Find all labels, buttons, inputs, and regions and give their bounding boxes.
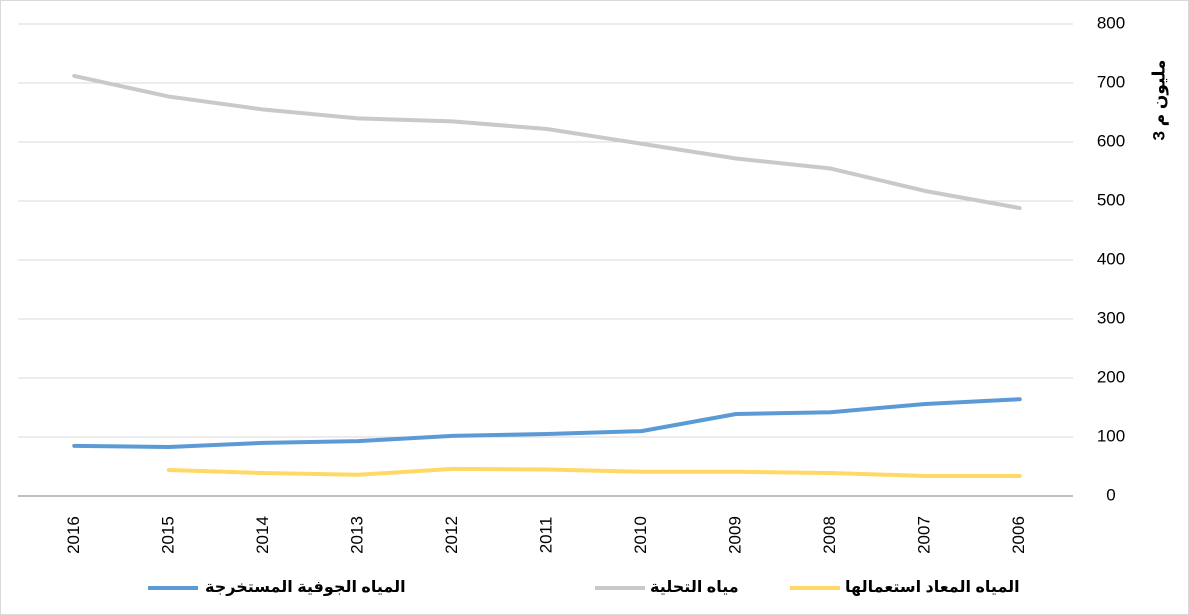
series-line	[72, 73, 1022, 211]
x-tick-label: 2006	[1009, 516, 1028, 554]
y-tick-label: 600	[1097, 131, 1125, 150]
x-tick-label: 2009	[726, 516, 745, 554]
legend-label: المياه الجوفية المستخرجة	[205, 579, 406, 596]
y-tick-label: 100	[1097, 426, 1125, 445]
y-tick-label: 700	[1097, 72, 1125, 91]
series-line	[166, 466, 1022, 478]
x-tick-label: 2007	[915, 516, 934, 554]
x-tick-label: 2014	[253, 516, 272, 554]
x-tick-label: 2012	[442, 516, 461, 554]
x-tick-label: 2010	[631, 516, 650, 554]
y-tick-label: 400	[1097, 249, 1125, 268]
x-tick-label: 2013	[347, 516, 366, 554]
y-tick-label: 300	[1097, 308, 1125, 327]
legend-label: مياه التحلية	[650, 579, 739, 596]
y-tick-label: 500	[1097, 190, 1125, 209]
series-line	[72, 397, 1022, 450]
x-tick-label: 2008	[820, 516, 839, 554]
x-tick-label: 2011	[536, 517, 555, 554]
legend-label: المياه المعاد استعمالها	[845, 579, 1020, 596]
y-axis-label: مليون م 3	[1149, 60, 1169, 141]
y-tick-label: 200	[1097, 367, 1125, 386]
y-tick-label: 800	[1097, 13, 1125, 32]
x-tick-label: 2016	[64, 516, 83, 554]
y-tick-label: 0	[1106, 485, 1115, 504]
x-tick-label: 2015	[158, 516, 177, 554]
